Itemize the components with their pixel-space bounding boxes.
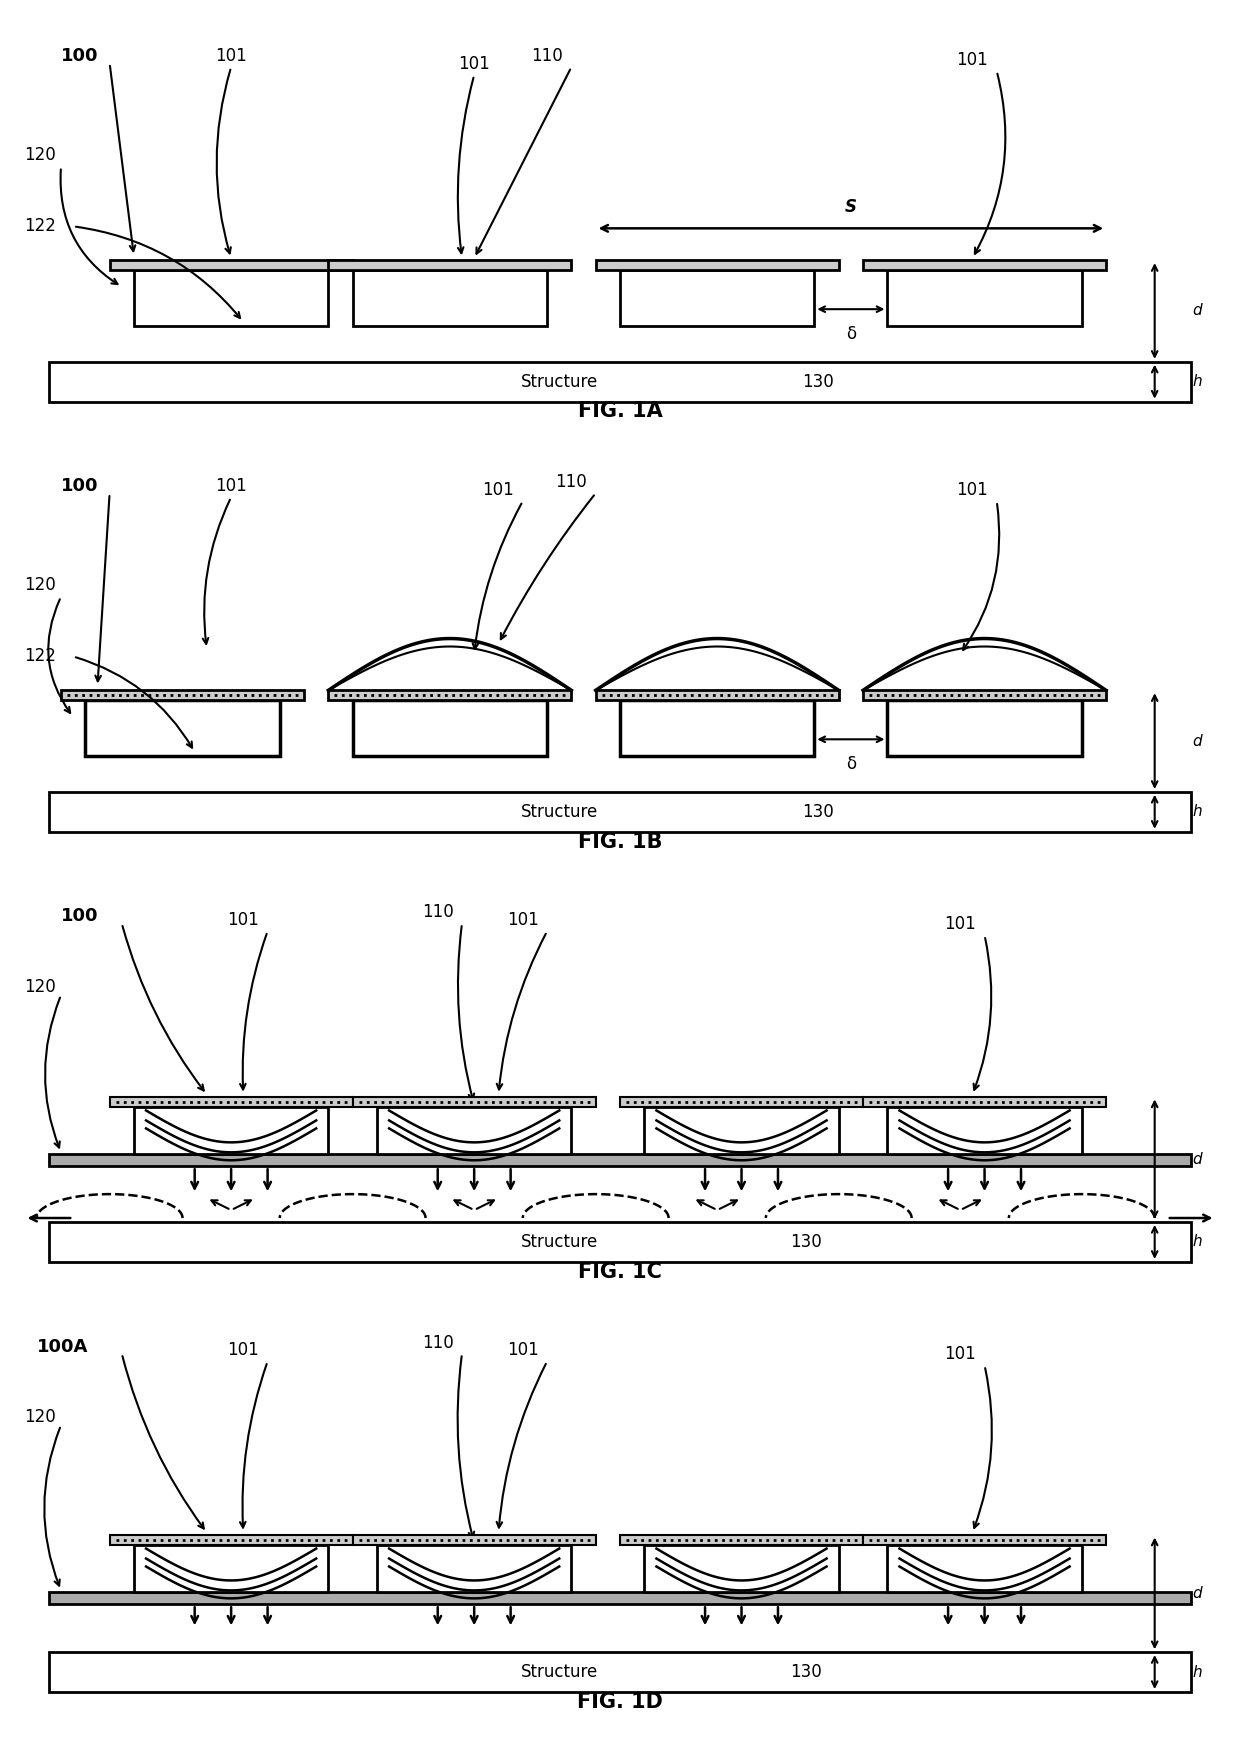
Bar [329, 260, 572, 271]
Bar [888, 271, 1081, 325]
Text: 110: 110 [422, 1333, 454, 1351]
Bar [620, 1096, 863, 1106]
Text: 130: 130 [790, 1233, 822, 1251]
Text: FIG. 1C: FIG. 1C [578, 1261, 662, 1282]
Bar [645, 1106, 838, 1154]
Text: 101: 101 [459, 55, 490, 74]
Bar [863, 1534, 1106, 1544]
Text: Structure: Structure [521, 1233, 598, 1251]
Text: δ: δ [846, 755, 856, 774]
Text: 120: 120 [25, 146, 56, 164]
Bar [48, 1154, 1192, 1166]
Bar [86, 700, 280, 756]
Text: 110: 110 [556, 473, 588, 491]
Text: 101: 101 [227, 911, 259, 929]
Text: 101: 101 [216, 47, 247, 65]
Bar [863, 690, 1106, 700]
Text: 130: 130 [802, 802, 835, 821]
Text: d: d [1193, 1152, 1202, 1166]
Bar [620, 271, 815, 325]
Text: 101: 101 [227, 1342, 259, 1360]
Text: 100: 100 [61, 47, 98, 65]
Text: FIG. 1B: FIG. 1B [578, 832, 662, 851]
Bar [134, 1106, 329, 1154]
Text: h: h [1193, 1664, 1202, 1680]
Bar [352, 700, 547, 756]
Text: Structure: Structure [521, 373, 598, 390]
Text: 101: 101 [507, 911, 538, 929]
Bar [888, 1106, 1081, 1154]
Bar [595, 690, 838, 700]
Bar [352, 1096, 595, 1106]
Bar [134, 271, 329, 325]
Bar [377, 1106, 572, 1154]
Text: FIG. 1D: FIG. 1D [577, 1692, 663, 1712]
Text: h: h [1193, 1235, 1202, 1249]
Bar [109, 1534, 352, 1544]
Text: 101: 101 [945, 915, 976, 934]
Text: Structure: Structure [521, 1662, 598, 1682]
Bar [48, 362, 1192, 401]
Text: δ: δ [846, 325, 856, 343]
Bar [863, 1096, 1106, 1106]
Text: 122: 122 [25, 647, 57, 665]
Bar [352, 1534, 595, 1544]
Text: 101: 101 [482, 482, 515, 500]
Bar [888, 700, 1081, 756]
Text: 101: 101 [945, 1346, 976, 1363]
Text: 130: 130 [802, 373, 835, 390]
Bar [48, 1652, 1192, 1692]
Text: 120: 120 [25, 575, 56, 595]
Text: h: h [1193, 804, 1202, 820]
Bar [134, 1544, 329, 1592]
Text: 100: 100 [61, 908, 98, 925]
Bar [48, 1592, 1192, 1604]
Text: 120: 120 [25, 1409, 56, 1427]
Text: 122: 122 [25, 218, 57, 236]
Bar [888, 1544, 1081, 1592]
Text: h: h [1193, 375, 1202, 389]
Bar [645, 1544, 838, 1592]
Bar [620, 700, 815, 756]
Bar [48, 792, 1192, 832]
Text: 130: 130 [790, 1662, 822, 1682]
Bar [48, 1223, 1192, 1261]
Text: d: d [1193, 304, 1202, 318]
Text: d: d [1193, 734, 1202, 749]
Bar [863, 260, 1106, 271]
Text: 100: 100 [61, 477, 98, 496]
Text: 101: 101 [216, 477, 247, 496]
Bar [620, 1534, 863, 1544]
Text: 101: 101 [956, 482, 988, 500]
Text: Structure: Structure [521, 802, 598, 821]
Text: S: S [844, 199, 857, 216]
Bar [109, 260, 352, 271]
Text: 110: 110 [531, 47, 563, 65]
Text: d: d [1193, 1587, 1202, 1601]
Text: 120: 120 [25, 978, 56, 996]
Text: 101: 101 [507, 1342, 538, 1360]
Text: FIG. 1A: FIG. 1A [578, 401, 662, 422]
Bar [61, 690, 304, 700]
Text: 100A: 100A [37, 1337, 88, 1356]
Bar [352, 271, 547, 325]
Bar [377, 1544, 572, 1592]
Bar [329, 690, 572, 700]
Text: 101: 101 [956, 51, 988, 69]
Text: 110: 110 [422, 904, 454, 922]
Bar [595, 260, 838, 271]
Bar [109, 1096, 352, 1106]
